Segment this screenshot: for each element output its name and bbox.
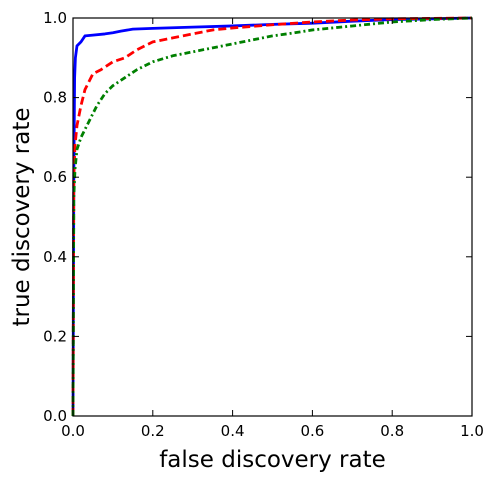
plot-frame <box>72 17 473 417</box>
x-tick-label: 0.0 <box>61 422 85 440</box>
x-tick-label: 0.8 <box>380 422 404 440</box>
series-line-2 <box>71 16 473 417</box>
series-line-1 <box>71 16 473 417</box>
y-tick-label: 0.0 <box>43 407 67 425</box>
y-tick-label: 0.8 <box>43 89 67 107</box>
x-axis-title: false discovery rate <box>159 447 386 473</box>
y-axis-title: true discovery rate <box>9 107 35 326</box>
x-tick-label: 0.6 <box>300 422 324 440</box>
series-layer <box>71 16 473 417</box>
y-tick-label: 0.6 <box>43 168 67 186</box>
y-tick-label: 0.2 <box>43 327 67 345</box>
y-tick-label: 1.0 <box>43 9 67 27</box>
tick-layer: 0.0 0.2 0.4 0.6 0.8 1.0 0.0 0.2 0.4 0.6 0.8 1.0 <box>43 9 484 440</box>
x-tick-label: 0.2 <box>141 422 165 440</box>
series-line-3 <box>71 16 473 417</box>
x-tick-label: 0.4 <box>221 422 245 440</box>
y-tick-label: 0.4 <box>43 248 67 266</box>
x-tick-label: 1.0 <box>460 422 484 440</box>
